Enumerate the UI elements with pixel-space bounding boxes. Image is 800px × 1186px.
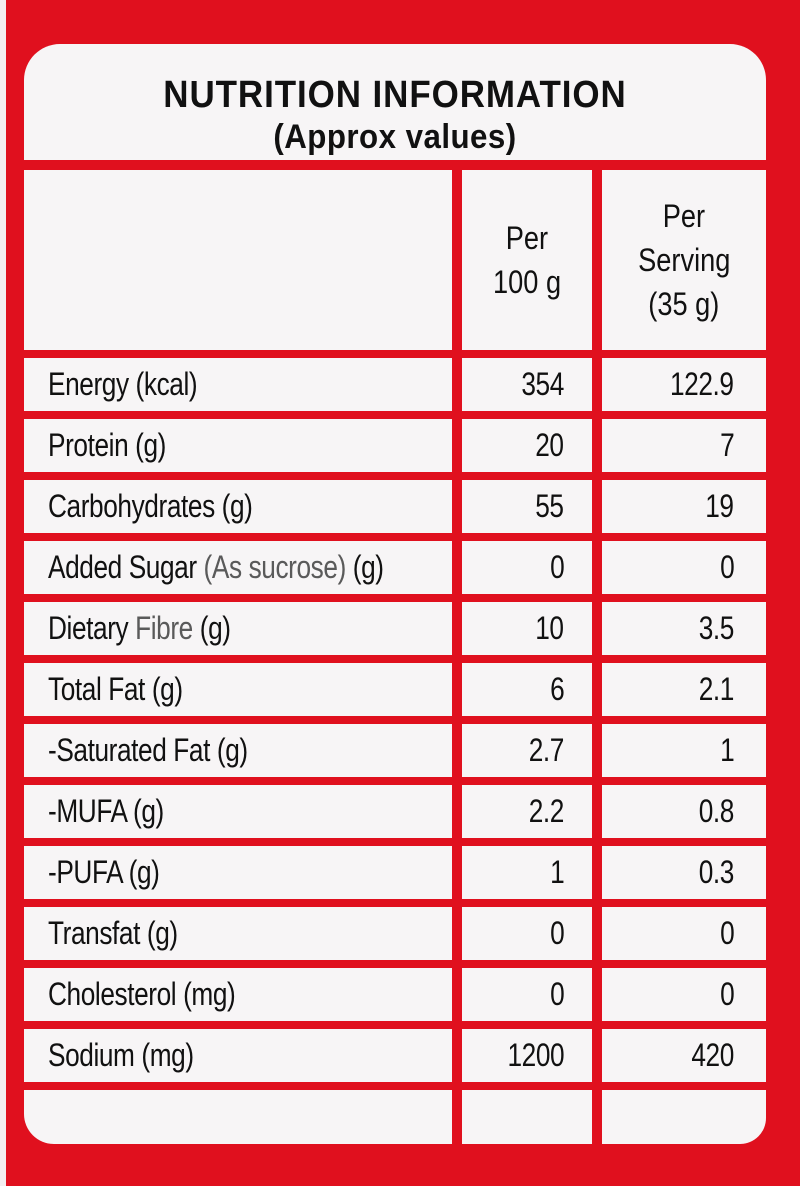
nutrient-label: -MUFA (g) — [48, 793, 164, 829]
header-label-cell — [24, 170, 452, 350]
table-row-carbohydrates: Carbohydrates (g) 55 19 — [24, 480, 766, 533]
nutrient-label: Added Sugar (As sucrose) (g) — [48, 549, 384, 586]
nutrient-label-unit: (g) — [345, 549, 384, 585]
header-per-serving: Per Serving (35 g) — [602, 170, 766, 350]
nutrient-label: Transfat (g) — [48, 915, 178, 951]
table-row-cholesterol: Cholesterol (mg) 0 0 — [24, 968, 766, 1021]
nutrient-label: -Saturated Fat (g) — [48, 732, 248, 768]
table-row-saturated-fat: -Saturated Fat (g) 2.7 1 — [24, 724, 766, 777]
table-row-empty — [24, 1090, 766, 1144]
table-row-transfat: Transfat (g) 0 0 — [24, 907, 766, 960]
nutrient-label: Cholesterol (mg) — [48, 976, 236, 1012]
table-row-dietary-fibre: Dietary Fibre (g) 10 3.5 — [24, 602, 766, 655]
value-per-100g: 1200 — [507, 1037, 564, 1073]
nutrient-label-note: (As sucrose) — [203, 549, 347, 585]
value-per-100g: 0 — [549, 976, 565, 1012]
nutrient-label: Sodium (mg) — [48, 1037, 194, 1073]
value-per-serving: 0.3 — [698, 854, 735, 890]
table-row-mufa: -MUFA (g) 2.2 0.8 — [24, 785, 766, 838]
value-per-100g: 0 — [549, 549, 565, 585]
value-per-100g: 2.2 — [528, 793, 565, 829]
nutrient-label-note: Fibre — [135, 610, 193, 646]
title-box: NUTRITION INFORMATION (Approx values) — [24, 44, 766, 160]
nutrient-label: Energy (kcal) — [48, 366, 198, 402]
table-row-total-fat: Total Fat (g) 6 2.1 — [24, 663, 766, 716]
nutrient-label-main: Dietary — [48, 610, 136, 646]
nutrient-label: -PUFA (g) — [48, 854, 160, 890]
value-per-serving: 0 — [719, 549, 735, 585]
table-row-pufa: -PUFA (g) 1 0.3 — [24, 846, 766, 899]
value-per-serving: 3.5 — [698, 610, 735, 646]
header-per-100g-line1: Per — [505, 220, 549, 256]
table-row-added-sugar: Added Sugar (As sucrose) (g) 0 0 — [24, 541, 766, 594]
nutrient-label-main: Added Sugar — [48, 549, 204, 585]
header-per-100g: Per 100 g — [462, 170, 592, 350]
value-per-100g: 55 — [535, 488, 565, 524]
header-per-serving-line1: Per — [662, 198, 706, 234]
label-title: NUTRITION INFORMATION — [163, 74, 627, 116]
nutrient-label-unit: (g) — [192, 610, 231, 646]
value-per-serving: 7 — [719, 427, 735, 463]
nutrition-label: NUTRITION INFORMATION (Approx values) Pe… — [24, 44, 766, 1156]
value-per-100g: 2.7 — [528, 732, 565, 768]
value-per-serving: 0 — [719, 915, 735, 951]
table-header-row: Per 100 g Per Serving (35 g) — [24, 170, 766, 350]
value-per-serving: 420 — [691, 1037, 734, 1073]
nutrient-label: Protein (g) — [48, 427, 166, 463]
value-per-serving: 1 — [719, 732, 735, 768]
table-row-protein: Protein (g) 20 7 — [24, 419, 766, 472]
value-per-serving: 2.1 — [698, 671, 735, 707]
nutrient-label: Dietary Fibre (g) — [48, 610, 231, 647]
value-per-serving: 122.9 — [670, 366, 734, 402]
value-per-100g: 0 — [549, 915, 565, 951]
nutrient-label: Total Fat (g) — [48, 671, 183, 707]
value-per-serving: 0.8 — [698, 793, 735, 829]
nutrition-table: Per 100 g Per Serving (35 g) Energy (kca… — [24, 170, 766, 1152]
value-per-serving: 0 — [719, 976, 735, 1012]
label-subtitle: (Approx values) — [273, 118, 517, 156]
value-per-100g: 6 — [549, 671, 565, 707]
value-per-100g: 20 — [535, 427, 565, 463]
package-edge — [0, 0, 6, 1186]
header-per-serving-line3: (35 g) — [648, 286, 720, 322]
value-per-serving: 19 — [705, 488, 735, 524]
table-row-energy: Energy (kcal) 354 122.9 — [24, 358, 766, 411]
value-per-100g: 10 — [535, 610, 565, 646]
value-per-100g: 354 — [521, 366, 564, 402]
nutrient-label: Carbohydrates (g) — [48, 488, 253, 524]
table-row-sodium: Sodium (mg) 1200 420 — [24, 1029, 766, 1082]
header-per-serving-line2: Serving — [637, 242, 731, 278]
header-per-100g-line2: 100 g — [492, 264, 562, 300]
value-per-100g: 1 — [549, 854, 565, 890]
